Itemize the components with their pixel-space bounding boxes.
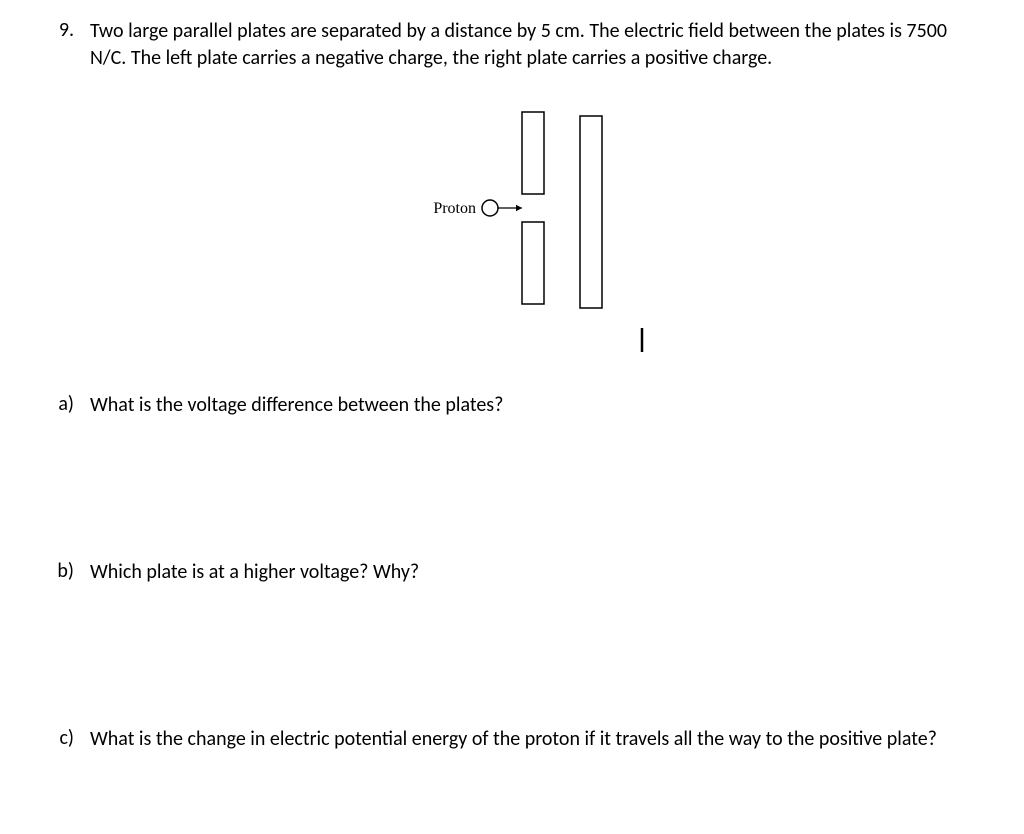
part-a-row: a) What is the voltage difference betwee… bbox=[40, 392, 984, 419]
question-number: 9. bbox=[40, 18, 74, 42]
question-row: 9. Two large parallel plates are separat… bbox=[40, 18, 984, 72]
spacer bbox=[40, 586, 984, 706]
page: 9. Two large parallel plates are separat… bbox=[0, 0, 1024, 771]
spacer bbox=[40, 419, 984, 539]
part-c-row: c) What is the change in electric potent… bbox=[40, 726, 984, 753]
parallel-plates-diagram: Proton bbox=[362, 102, 662, 362]
left-plate-bottom bbox=[522, 222, 544, 304]
proton-label: Proton bbox=[433, 200, 476, 217]
diagram-svg: Proton bbox=[362, 102, 662, 362]
part-c-label: c) bbox=[40, 726, 74, 750]
arrow-head-icon bbox=[516, 205, 522, 212]
right-plate bbox=[580, 116, 602, 308]
diagram-wrap: Proton bbox=[40, 72, 984, 372]
part-c-text: What is the change in electric potential… bbox=[90, 726, 937, 753]
part-b-row: b) Which plate is at a higher voltage? W… bbox=[40, 559, 984, 586]
part-b-text: Which plate is at a higher voltage? Why? bbox=[90, 559, 419, 586]
part-a-text: What is the voltage difference between t… bbox=[90, 392, 503, 419]
part-b-label: b) bbox=[40, 559, 74, 583]
left-plate-top bbox=[522, 112, 544, 194]
part-a-label: a) bbox=[40, 392, 74, 416]
proton-icon bbox=[482, 200, 498, 216]
question-stem: Two large parallel plates are separated … bbox=[90, 18, 984, 72]
